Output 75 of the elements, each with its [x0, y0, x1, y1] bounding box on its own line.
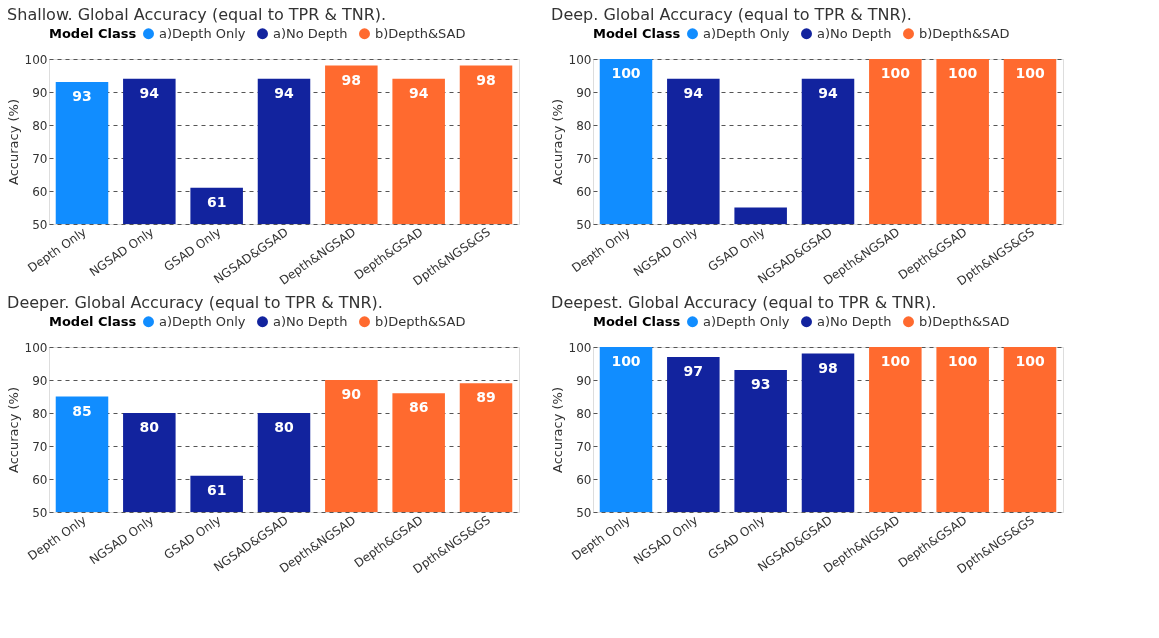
y-tick-label: 50 — [32, 217, 48, 232]
y-tick-label: 60 — [32, 184, 48, 199]
y-tick-label: 100 — [24, 340, 48, 355]
y-tick-label: 90 — [576, 85, 592, 100]
y-tick-label: 90 — [32, 373, 48, 388]
y-tick-label: 80 — [32, 118, 48, 133]
legend-label: a)Depth Only — [159, 25, 246, 41]
data-label: 97 — [683, 362, 704, 379]
data-label: 100 — [948, 353, 978, 369]
y-tick-label: 70 — [576, 439, 592, 454]
chart-title: Deeper. Global Accuracy (equal to TPR & TNR). — [7, 293, 383, 312]
legend-label: a)No Depth — [817, 313, 892, 329]
data-label: 94 — [683, 84, 704, 101]
y-axis-title: Accuracy (%) — [549, 99, 565, 185]
data-label: 94 — [139, 84, 160, 101]
data-label: 100 — [880, 65, 911, 81]
data-label: 98 — [818, 359, 838, 376]
data-label: 93 — [750, 376, 771, 393]
data-label: 61 — [206, 193, 227, 210]
data-label: 90 — [341, 386, 362, 402]
y-tick-label: 50 — [576, 217, 592, 232]
data-label: 100 — [880, 353, 911, 369]
legend-label: b)Depth&SAD — [919, 25, 1010, 41]
legend-label: a)Depth Only — [159, 313, 246, 329]
data-label: 86 — [408, 399, 429, 416]
y-tick-label: 100 — [568, 340, 592, 355]
data-label: 80 — [139, 419, 160, 435]
legend-title: Model Class — [49, 26, 137, 41]
y-tick-label: 80 — [576, 406, 592, 421]
data-label: 85 — [72, 402, 92, 419]
data-label: 94 — [408, 84, 429, 101]
y-tick-label: 90 — [576, 373, 592, 388]
legend-title: Model Class — [593, 314, 681, 329]
data-label: 94 — [274, 84, 294, 101]
data-label: 100 — [1015, 65, 1045, 81]
y-axis-title: Accuracy (%) — [549, 387, 565, 473]
y-tick-label: 50 — [32, 505, 48, 520]
y-tick-label: 70 — [32, 151, 48, 166]
data-label: 100 — [611, 65, 641, 81]
chart-title: Shallow. Global Accuracy (equal to TPR & TNR). — [7, 5, 387, 24]
y-axis-title: Accuracy (%) — [5, 99, 21, 185]
y-tick-label: 50 — [576, 505, 592, 520]
data-label: 89 — [476, 389, 496, 406]
data-label: 93 — [72, 88, 92, 105]
legend-label: a)No Depth — [273, 313, 348, 329]
data-label: 100 — [611, 353, 641, 369]
y-tick-label: 60 — [32, 472, 48, 487]
y-tick-label: 100 — [24, 52, 48, 67]
legend-title: Model Class — [593, 26, 681, 41]
data-label: 98 — [476, 71, 496, 88]
y-axis-title: Accuracy (%) — [5, 387, 21, 473]
data-label: 94 — [818, 84, 838, 101]
data-label: 100 — [948, 65, 978, 81]
legend-label: a)No Depth — [273, 25, 348, 41]
legend-label: a)No Depth — [817, 25, 892, 41]
data-label: 61 — [206, 481, 227, 498]
y-tick-label: 70 — [32, 439, 48, 454]
y-tick-label: 60 — [576, 184, 592, 199]
y-tick-label: 70 — [576, 151, 592, 166]
chart-title: Deep. Global Accuracy (equal to TPR & TNR). — [551, 5, 912, 24]
y-tick-label: 80 — [576, 118, 592, 133]
y-tick-label: 80 — [32, 406, 48, 421]
data-label: 98 — [341, 71, 362, 88]
y-tick-label: 60 — [576, 472, 592, 487]
legend-label: a)Depth Only — [703, 313, 790, 329]
legend-label: b)Depth&SAD — [919, 313, 1010, 329]
y-tick-label: 100 — [568, 52, 592, 67]
legend-label: a)Depth Only — [703, 25, 790, 41]
legend-label: b)Depth&SAD — [375, 25, 466, 41]
chart-title: Deepest. Global Accuracy (equal to TPR & TNR). — [551, 293, 937, 312]
legend-label: b)Depth&SAD — [375, 313, 466, 329]
data-label: 80 — [274, 419, 294, 435]
y-tick-label: 90 — [32, 85, 48, 100]
data-label: 100 — [1015, 353, 1045, 369]
legend-title: Model Class — [49, 314, 137, 329]
